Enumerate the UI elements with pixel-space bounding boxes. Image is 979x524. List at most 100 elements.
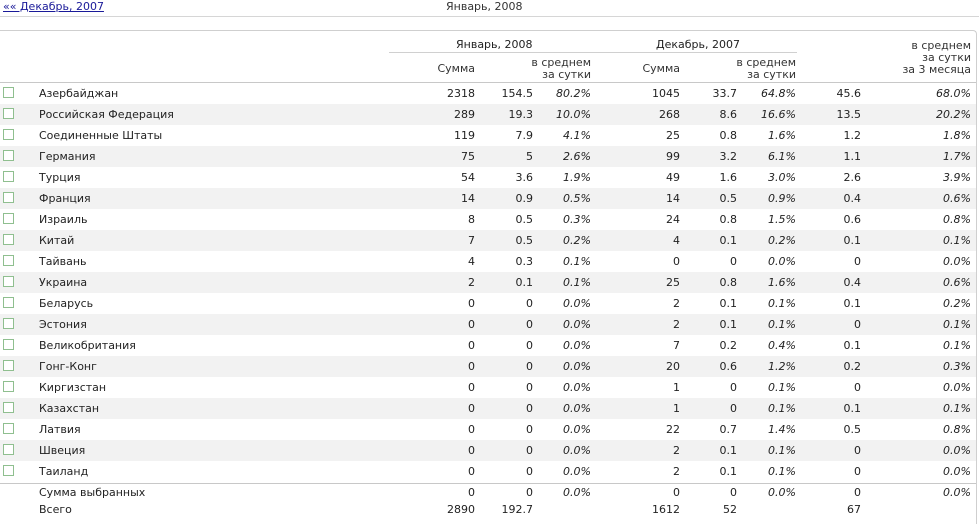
cell-dec-pct: 0.1% — [768, 297, 796, 310]
cell-jan-avg: 0.9 — [515, 192, 534, 205]
cell-3month-avg: 0 — [854, 444, 861, 457]
cell-dec-pct: 0.4% — [768, 339, 796, 352]
row-checkbox[interactable] — [3, 360, 14, 371]
row-checkbox[interactable] — [3, 465, 14, 476]
table-row: Соединенные Штаты 119 7.9 4.1% 25 0.8 1.6% 1.2 1… — [0, 125, 976, 146]
cell-dec-avg: 0.1 — [719, 297, 738, 310]
cell-dec-avg: 0.8 — [719, 213, 738, 226]
header-divider — [0, 82, 976, 83]
cell-3month-avg: 0 — [854, 381, 861, 394]
cell-jan-sum: 54 — [461, 171, 475, 184]
cell-jan-avg: 154.5 — [501, 87, 534, 100]
footer-divider — [0, 483, 976, 484]
table-row: Турция 54 3.6 1.9% 49 1.6 3.0% 2.6 3.9% — [0, 167, 976, 188]
cell-dec-avg: 0.8 — [719, 129, 738, 142]
col-header-3month-avg: в среднем за сутки за 3 месяца — [902, 39, 971, 76]
cell-3month-pct: 0.1% — [943, 318, 971, 331]
cell-dec-sum: 1612 — [652, 503, 680, 516]
table-row: Великобритания 0 0 0.0% 7 0.2 0.4% 0.1 0.1% — [0, 335, 976, 356]
col-header-dec-avg: в среднем за сутки — [736, 56, 796, 81]
row-checkbox[interactable] — [3, 192, 14, 203]
row-checkbox[interactable] — [3, 129, 14, 140]
cell-3month-pct: 0.0% — [943, 381, 971, 394]
cell-3month-avg: 0.4 — [843, 276, 862, 289]
cell-3month-pct: 0.6% — [943, 192, 971, 205]
cell-dec-pct: 0.1% — [768, 381, 796, 394]
row-checkbox[interactable] — [3, 213, 14, 224]
cell-3month-pct: 0.3% — [943, 360, 971, 373]
cell-jan-pct: 0.0% — [563, 444, 591, 457]
cell-jan-sum: 0 — [468, 402, 475, 415]
country-name: Эстония — [39, 318, 87, 331]
summary-row-total: Всего 2890 192.7 1612 52 67 — [0, 501, 976, 519]
cell-dec-avg: 0.2 — [719, 339, 738, 352]
cell-3month-pct: 1.8% — [943, 129, 971, 142]
cell-jan-pct: 80.2% — [556, 87, 591, 100]
cell-3month-avg: 0 — [854, 318, 861, 331]
country-name: Турция — [39, 171, 81, 184]
table-row: Российская Федерация 289 19.3 10.0% 268 8.6 16… — [0, 104, 976, 125]
cell-jan-avg: 0 — [526, 444, 533, 457]
cell-jan-pct: 0.0% — [563, 360, 591, 373]
cell-dec-sum: 1045 — [652, 87, 680, 100]
table-row: Франция 14 0.9 0.5% 14 0.5 0.9% 0.4 0.6% — [0, 188, 976, 209]
cell-dec-avg: 1.6 — [719, 171, 738, 184]
cell-3month-pct: 0.8% — [943, 213, 971, 226]
row-checkbox[interactable] — [3, 318, 14, 329]
statistics-table: Январь, 2008 Декабрь, 2007 Сумма в средн… — [0, 30, 977, 524]
group-header-dec: Декабрь, 2007 — [656, 38, 740, 51]
cell-3month-avg: 1.1 — [843, 150, 862, 163]
row-checkbox[interactable] — [3, 150, 14, 161]
row-checkbox[interactable] — [3, 444, 14, 455]
cell-jan-avg: 7.9 — [515, 129, 534, 142]
row-checkbox[interactable] — [3, 171, 14, 182]
cell-jan-pct: 0.0% — [563, 318, 591, 331]
group-header-jan: Январь, 2008 — [456, 38, 533, 51]
current-period-label: Январь, 2008 — [446, 0, 523, 13]
cell-dec-sum: 7 — [673, 339, 680, 352]
row-checkbox[interactable] — [3, 234, 14, 245]
cell-dec-sum: 24 — [666, 213, 680, 226]
row-checkbox[interactable] — [3, 339, 14, 350]
row-checkbox[interactable] — [3, 423, 14, 434]
cell-3month-pct: 0.2% — [943, 297, 971, 310]
cell-dec-pct: 0.1% — [768, 444, 796, 457]
cell-3month-avg: 0 — [854, 255, 861, 268]
country-name: Швеция — [39, 444, 86, 457]
cell-dec-pct: 0.0% — [768, 255, 796, 268]
row-checkbox[interactable] — [3, 108, 14, 119]
cell-dec-avg: 0.1 — [719, 234, 738, 247]
cell-dec-avg: 0.8 — [719, 276, 738, 289]
cell-dec-pct: 1.2% — [768, 360, 796, 373]
table-row: Казахстан 0 0 0.0% 1 0 0.1% 0.1 0.1% — [0, 398, 976, 419]
cell-jan-avg: 0 — [526, 339, 533, 352]
cell-jan-sum: 2 — [468, 276, 475, 289]
row-name: Всего — [39, 503, 72, 516]
cell-3month-avg: 1.2 — [843, 129, 862, 142]
row-checkbox[interactable] — [3, 255, 14, 266]
row-checkbox[interactable] — [3, 297, 14, 308]
cell-jan-avg: 0 — [526, 360, 533, 373]
table-row: Эстония 0 0 0.0% 2 0.1 0.1% 0 0.1% — [0, 314, 976, 335]
cell-dec-pct: 16.6% — [761, 108, 796, 121]
cell-jan-pct: 0.0% — [563, 381, 591, 394]
cell-3month-avg: 0.6 — [843, 213, 862, 226]
row-checkbox[interactable] — [3, 276, 14, 287]
row-checkbox[interactable] — [3, 402, 14, 413]
country-name: Российская Федерация — [39, 108, 174, 121]
country-name: Тайвань — [39, 255, 87, 268]
cell-dec-avg: 0.7 — [719, 423, 738, 436]
cell-jan-pct: 4.1% — [563, 129, 591, 142]
cell-3month-pct: 0.1% — [943, 402, 971, 415]
cell-3month-avg: 0 — [854, 486, 861, 499]
cell-3month-pct: 3.9% — [943, 171, 971, 184]
row-checkbox[interactable] — [3, 381, 14, 392]
table-row: Украина 2 0.1 0.1% 25 0.8 1.6% 0.4 0.6% — [0, 272, 976, 293]
cell-dec-sum: 22 — [666, 423, 680, 436]
country-name: Германия — [39, 150, 96, 163]
cell-jan-avg: 0 — [526, 402, 533, 415]
previous-month-link[interactable]: «« Декабрь, 2007 — [3, 0, 104, 13]
cell-jan-avg: 19.3 — [508, 108, 534, 121]
cell-dec-sum: 49 — [666, 171, 680, 184]
row-checkbox[interactable] — [3, 87, 14, 98]
